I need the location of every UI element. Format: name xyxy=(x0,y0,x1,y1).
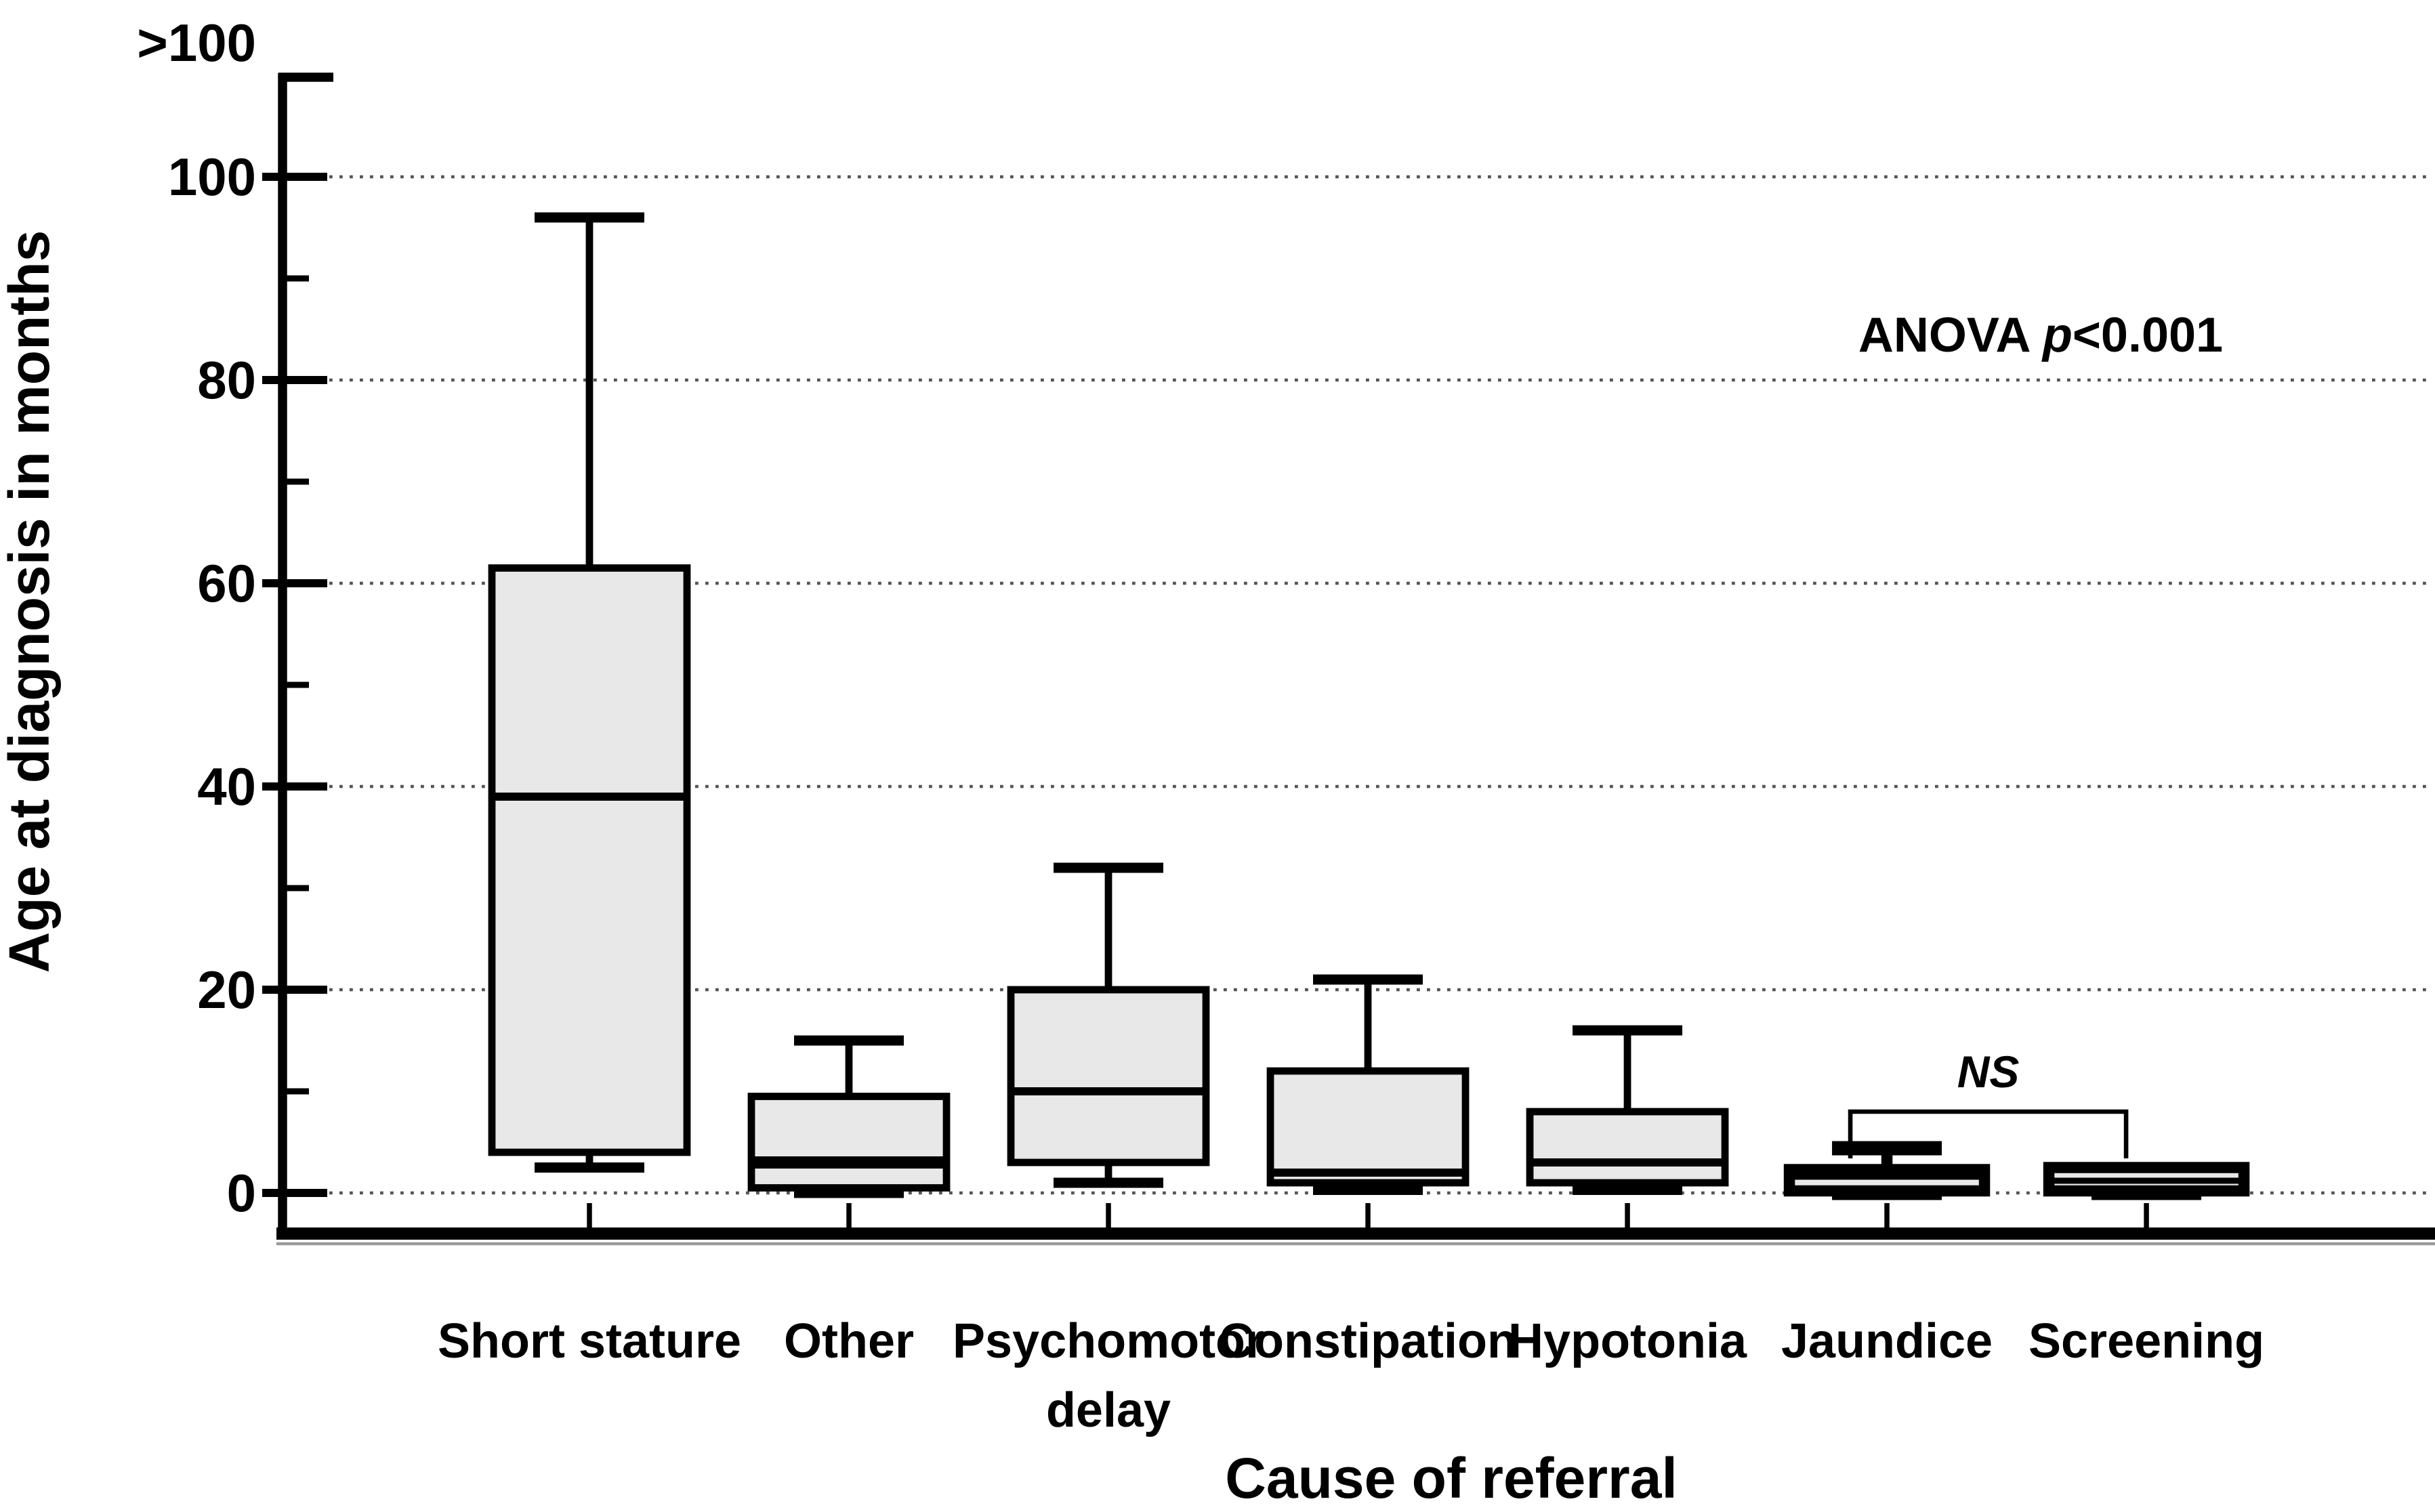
y-axis-title: Age at diagnosis in months xyxy=(0,230,61,973)
y-tick-label-80: 80 xyxy=(197,350,256,410)
category-label-jaundice: Jaundice xyxy=(1781,1314,1993,1368)
category-label-short-stature: Short stature xyxy=(438,1314,741,1368)
anova-word: ANOVA xyxy=(1858,308,2043,362)
x-axis-title: Cause of referral xyxy=(1225,1446,1678,1510)
box-psychomotor-delay xyxy=(1007,986,1210,1167)
y-tick-label-100: 100 xyxy=(168,147,256,207)
anova-p-value: <0.001 xyxy=(2073,308,2223,362)
y-top-label: >100 xyxy=(137,13,256,72)
y-tick-label-60: 60 xyxy=(197,553,256,613)
box-other xyxy=(747,1093,951,1192)
category-label-screening: Screening xyxy=(2028,1314,2264,1368)
category-label-hypotonia: Hypotonia xyxy=(1508,1314,1747,1368)
plot-layer: 0 20 40 60 80 100 >100 Short stature Other Psycho… xyxy=(137,13,2435,1437)
category-label-psychomotor-delay: Psychomotor delay xyxy=(953,1314,1264,1437)
anova-annotation: ANOVA p<0.001 xyxy=(1858,308,2223,362)
category-label-other: Other xyxy=(784,1314,914,1368)
box-short-stature xyxy=(488,564,691,1156)
box-constipation xyxy=(1266,1067,1470,1187)
y-tick-label-0: 0 xyxy=(227,1163,256,1223)
ns-bracket xyxy=(1848,1109,2129,1158)
category-label-constipation: Constipation xyxy=(1219,1314,1517,1368)
y-tick-label-40: 40 xyxy=(197,757,256,816)
y-tick-label-20: 20 xyxy=(197,960,256,1020)
ns-label: NS xyxy=(1957,1047,2020,1097)
anova-p-symbol: p xyxy=(2041,308,2073,362)
box-jaundice xyxy=(1783,1164,1991,1197)
box-hypotonia xyxy=(1526,1108,1729,1187)
